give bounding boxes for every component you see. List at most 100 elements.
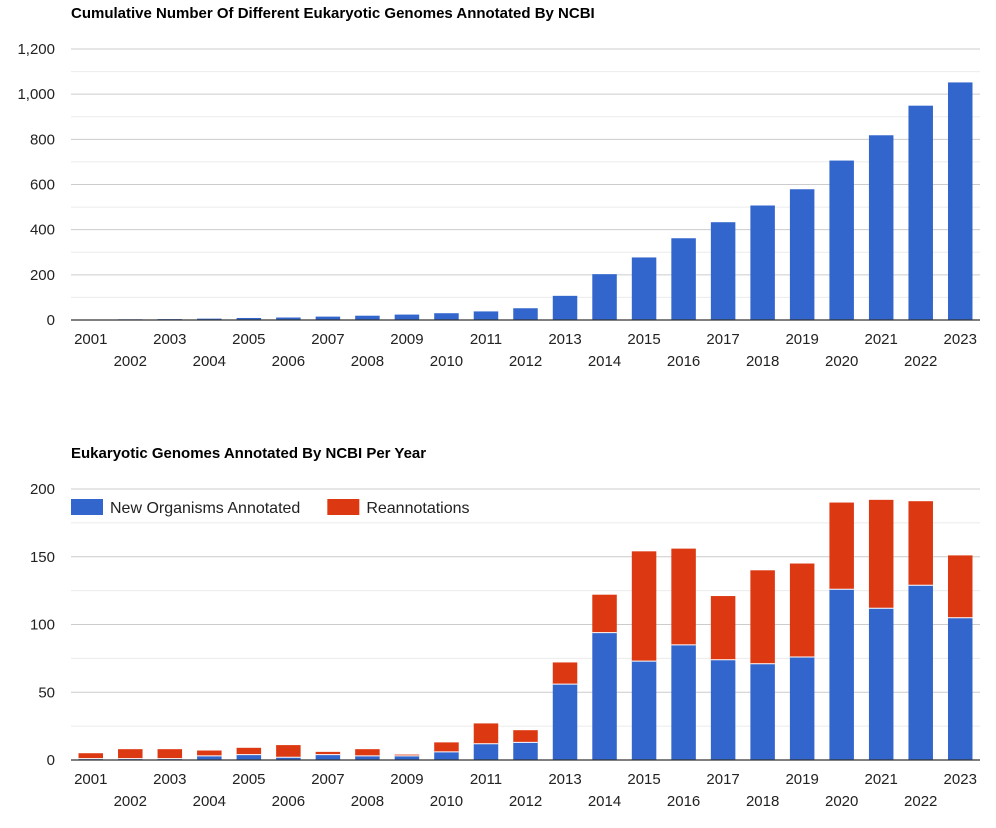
y-tick-label: 150 <box>30 549 55 566</box>
bar-2017-series-1 <box>710 596 736 660</box>
bar-2018-series-0 <box>750 663 775 760</box>
bar-2022-series-0 <box>908 585 933 760</box>
y-tick-label: 50 <box>38 684 55 701</box>
bar-2012-series-1 <box>513 730 538 743</box>
y-tick-label: 600 <box>30 177 55 194</box>
x-tick-label-2015: 2015 <box>627 771 660 788</box>
bar-2001-series-0 <box>78 758 104 760</box>
x-tick-label-2010: 2010 <box>430 793 463 810</box>
x-tick-label-2003: 2003 <box>153 331 186 348</box>
cumulative-genomes-chart: Cumulative Number Of Different Eukaryoti… <box>0 0 996 390</box>
bar-2015 <box>631 257 657 320</box>
bar-2019-series-1 <box>789 563 815 658</box>
x-tick-label-2021: 2021 <box>865 331 898 348</box>
x-tick-label-2004: 2004 <box>193 353 226 370</box>
bar-2009-series-1 <box>394 754 420 756</box>
bar-2013-series-1 <box>552 662 578 685</box>
bar-2014 <box>592 274 617 320</box>
x-tick-label-2009: 2009 <box>390 331 423 348</box>
x-tick-label-2009: 2009 <box>390 771 423 788</box>
bar-2011 <box>473 311 499 320</box>
y-tick-label: 1,200 <box>17 41 55 58</box>
x-tick-label-2013: 2013 <box>548 771 581 788</box>
y-tick-label: 0 <box>47 312 55 329</box>
x-tick-label-2022: 2022 <box>904 793 937 810</box>
cumulative-chart-plot: 0 200 400 600 800 1,000 1,200 2001 2002 2003 2004 2… <box>17 41 980 370</box>
x-tick-label-2002: 2002 <box>114 793 147 810</box>
bar-2015-series-1 <box>631 551 657 662</box>
x-tick-label-2006: 2006 <box>272 793 305 810</box>
bar-2005 <box>236 317 262 320</box>
bar-2018-series-1 <box>750 570 775 664</box>
bar-2021-series-0 <box>868 608 894 760</box>
y-tick-label: 400 <box>30 222 55 239</box>
x-tick-label-2011: 2011 <box>470 771 502 788</box>
bar-2005-series-0 <box>236 754 262 760</box>
bar-2013 <box>552 295 578 320</box>
bar-2017 <box>710 222 736 320</box>
bar-2021-series-1 <box>868 499 894 609</box>
x-tick-label-2002: 2002 <box>114 353 147 370</box>
x-tick-label-2012: 2012 <box>509 353 542 370</box>
x-tick-label-2020: 2020 <box>825 793 858 810</box>
x-tick-label-2005: 2005 <box>232 771 265 788</box>
bar-2008-series-0 <box>355 755 380 760</box>
x-tick-label-2008: 2008 <box>351 353 384 370</box>
bar-2010-series-0 <box>434 751 459 760</box>
bar-2023-series-1 <box>947 555 973 618</box>
bar-2003-series-0 <box>157 758 183 760</box>
bar-2022-series-1 <box>908 501 933 586</box>
bar-2013-series-0 <box>552 684 578 760</box>
bar-2008-series-1 <box>355 749 380 756</box>
legend-swatch <box>327 499 360 515</box>
per-year-chart-plot: 0 50 100 150 200 2001 2002 2003 2004 2005 2006 2007… <box>30 481 980 810</box>
y-tick-label: 1,000 <box>17 86 55 103</box>
bar-2011-series-0 <box>473 743 499 760</box>
bar-2019 <box>789 189 815 320</box>
legend-label: Reannotations <box>366 500 469 517</box>
x-tick-label-2001: 2001 <box>74 771 107 788</box>
bar-2017-series-0 <box>710 659 736 760</box>
x-tick-label-2018: 2018 <box>746 353 779 370</box>
x-tick-label-2001: 2001 <box>74 331 107 348</box>
x-tick-label-2017: 2017 <box>706 331 739 348</box>
bar-2003-series-1 <box>157 749 183 759</box>
x-tick-label-2014: 2014 <box>588 793 621 810</box>
bar-2019-series-0 <box>789 657 815 760</box>
x-tick-label-2003: 2003 <box>153 771 186 788</box>
bar-2001-series-1 <box>78 753 104 759</box>
x-tick-label-2006: 2006 <box>272 353 305 370</box>
bar-2010-series-1 <box>434 742 459 752</box>
x-tick-label-2015: 2015 <box>627 331 660 348</box>
x-tick-label-2013: 2013 <box>548 331 581 348</box>
bar-2020-series-0 <box>829 589 854 760</box>
bar-2022 <box>908 105 933 320</box>
x-tick-label-2017: 2017 <box>706 771 739 788</box>
bar-2009 <box>394 314 420 320</box>
chart-title: Eukaryotic Genomes Annotated By NCBI Per… <box>71 445 427 462</box>
bar-2018 <box>750 205 775 320</box>
x-tick-label-2021: 2021 <box>865 771 898 788</box>
bar-2004-series-1 <box>197 750 222 756</box>
bar-2004 <box>197 318 222 320</box>
bar-2009-series-0 <box>394 755 420 760</box>
bar-2015-series-0 <box>631 661 657 760</box>
bar-2002-series-0 <box>118 758 143 760</box>
y-tick-label: 100 <box>30 617 55 634</box>
bar-2012 <box>513 308 538 320</box>
x-tick-label-2014: 2014 <box>588 353 621 370</box>
bar-2007 <box>315 316 341 320</box>
x-tick-label-2012: 2012 <box>509 793 542 810</box>
x-tick-label-2023: 2023 <box>944 331 977 348</box>
bar-2002-series-1 <box>118 749 143 759</box>
legend-label: New Organisms Annotated <box>110 500 300 517</box>
bar-2006-series-1 <box>276 745 301 758</box>
x-tick-label-2022: 2022 <box>904 353 937 370</box>
x-tick-label-2016: 2016 <box>667 793 700 810</box>
x-tick-label-2005: 2005 <box>232 331 265 348</box>
x-tick-label-2023: 2023 <box>944 771 977 788</box>
y-tick-label: 200 <box>30 481 55 498</box>
x-tick-label-2019: 2019 <box>785 331 818 348</box>
x-tick-label-2007: 2007 <box>311 771 344 788</box>
x-tick-label-2007: 2007 <box>311 331 344 348</box>
